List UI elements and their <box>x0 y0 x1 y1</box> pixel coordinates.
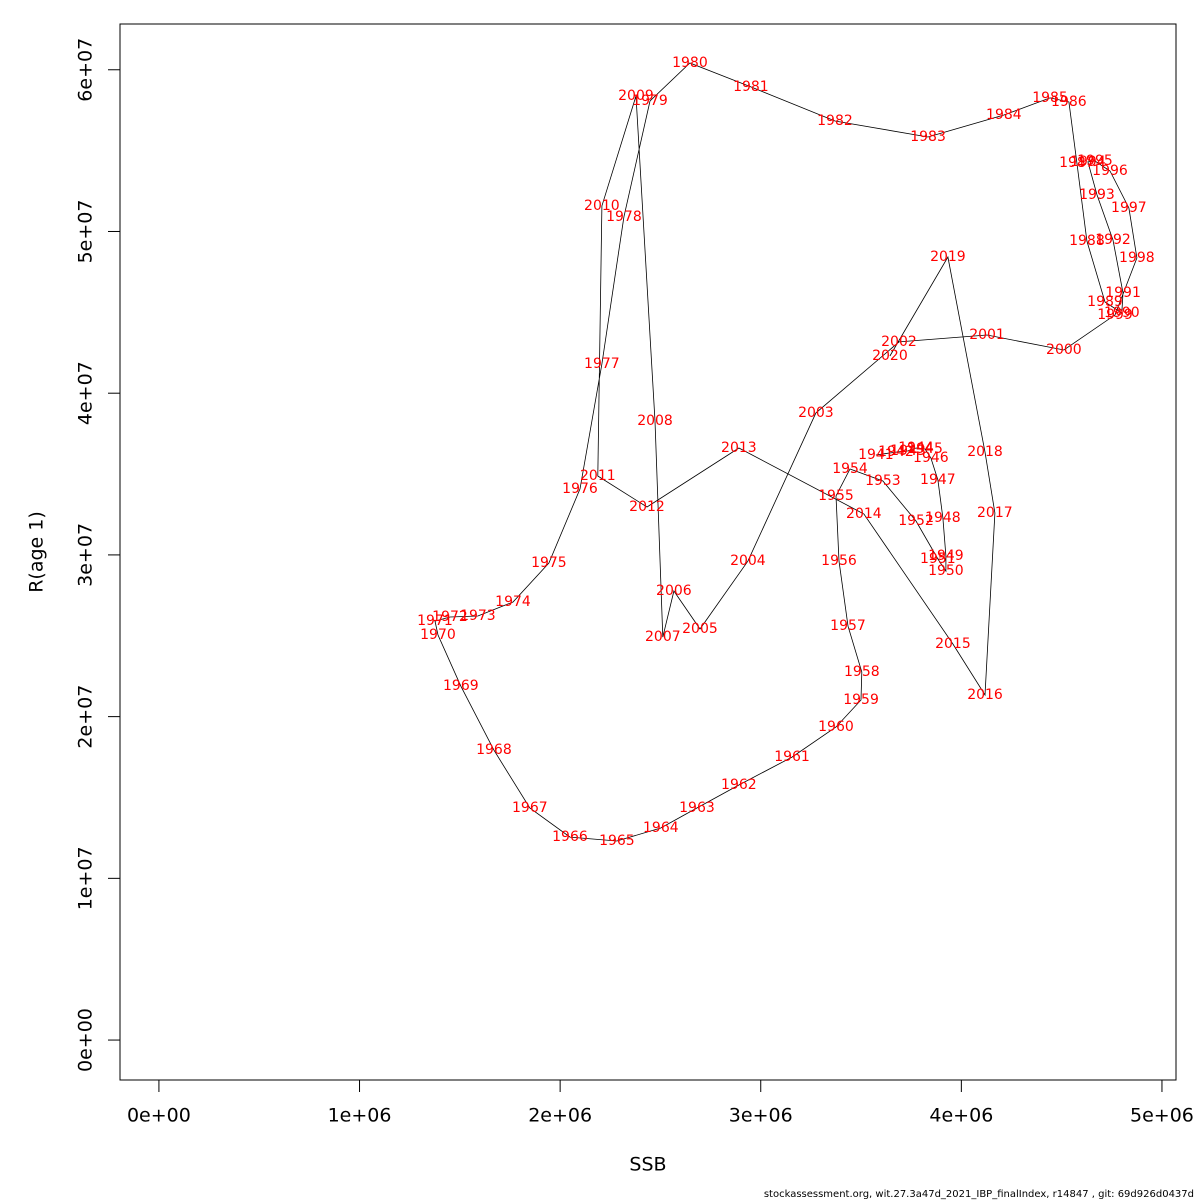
y-tick-label: 4e+07 <box>75 361 97 425</box>
year-label: 1984 <box>986 107 1022 123</box>
year-label: 1951 <box>920 551 956 567</box>
year-label: 2018 <box>967 444 1003 460</box>
year-label: 1945 <box>907 441 943 457</box>
year-label: 1997 <box>1111 200 1147 216</box>
year-label: 1952 <box>898 513 934 529</box>
year-label: 1958 <box>844 664 880 680</box>
year-label: 1961 <box>774 749 810 765</box>
trajectory-line <box>434 62 1138 842</box>
y-tick-label: 6e+07 <box>75 38 97 102</box>
year-label: 2011 <box>580 468 616 484</box>
y-tick-label: 0e+00 <box>75 1008 97 1072</box>
x-tick-label: 2e+06 <box>528 1105 592 1127</box>
year-label: 2010 <box>584 198 620 214</box>
x-tick-label: 1e+06 <box>328 1105 392 1127</box>
year-label: 1962 <box>721 777 757 793</box>
year-label: 1995 <box>1077 153 1113 169</box>
year-label: 2000 <box>1046 342 1082 358</box>
year-label: 1976 <box>562 481 598 497</box>
year-label: 1973 <box>460 608 496 624</box>
year-label: 2005 <box>682 621 718 637</box>
year-label: 1968 <box>476 742 512 758</box>
year-label: 1981 <box>733 79 769 95</box>
year-label: 1946 <box>913 450 949 466</box>
x-tick-label: 4e+06 <box>929 1105 993 1127</box>
year-label: 1988 <box>1069 233 1105 249</box>
year-label: 1991 <box>1105 285 1141 301</box>
x-tick-label: 0e+00 <box>127 1105 191 1127</box>
year-label: 1953 <box>865 473 901 489</box>
year-label: 1998 <box>1119 250 1155 266</box>
year-label: 1996 <box>1092 163 1128 179</box>
year-label: 2008 <box>637 413 673 429</box>
year-label: 1983 <box>910 129 946 145</box>
year-label: 1977 <box>584 356 620 372</box>
year-label: 1979 <box>632 93 668 109</box>
year-label: 1947 <box>920 472 956 488</box>
year-label: 2012 <box>629 499 665 515</box>
year-label: 1967 <box>512 800 548 816</box>
year-label: 2009 <box>618 88 654 104</box>
year-label: 2004 <box>730 553 766 569</box>
year-label: 1969 <box>443 678 479 694</box>
year-label: 1990 <box>1104 305 1140 321</box>
year-label: 1942 <box>878 444 914 460</box>
year-label: 1986 <box>1051 94 1087 110</box>
year-label: 2003 <box>798 405 834 421</box>
year-label: 1989 <box>1087 294 1123 310</box>
year-label: 1971 <box>417 613 453 629</box>
year-label: 1963 <box>679 800 715 816</box>
x-axis-title: SSB <box>629 1154 666 1176</box>
year-label: 1987 <box>1059 155 1095 171</box>
y-axis-title: R(age 1) <box>26 511 48 593</box>
year-label: 2020 <box>872 348 908 364</box>
year-label: 1960 <box>818 719 854 735</box>
year-label: 1948 <box>925 510 961 526</box>
x-tick-label: 5e+06 <box>1130 1105 1194 1127</box>
year-label: 1980 <box>672 55 708 71</box>
year-label: 1964 <box>643 820 679 836</box>
year-label: 2017 <box>977 505 1013 521</box>
y-tick-label: 2e+07 <box>75 685 97 749</box>
year-label: 2015 <box>935 636 971 652</box>
year-label: 1956 <box>821 553 857 569</box>
year-label: 1943 <box>890 443 926 459</box>
year-label: 1972 <box>432 609 468 625</box>
year-label: 1994 <box>1070 154 1106 170</box>
year-label: 1993 <box>1079 187 1115 203</box>
year-label: 2013 <box>721 440 757 456</box>
year-label: 2006 <box>656 583 692 599</box>
year-label: 1949 <box>928 548 964 564</box>
year-label: 1954 <box>832 461 868 477</box>
year-label: 2007 <box>645 629 681 645</box>
year-label: 1970 <box>420 627 456 643</box>
year-label: 1978 <box>606 209 642 225</box>
year-label: 1974 <box>495 594 531 610</box>
year-label: 2016 <box>967 687 1003 703</box>
y-tick-label: 5e+07 <box>75 200 97 264</box>
year-label: 1959 <box>843 692 879 708</box>
year-label: 1957 <box>830 618 866 634</box>
year-label: 2002 <box>881 334 917 350</box>
year-label: 2019 <box>930 249 966 265</box>
year-label: 1944 <box>898 440 934 456</box>
year-label: 1999 <box>1097 307 1133 323</box>
year-label: 1975 <box>531 555 567 571</box>
footer: stockassessment.org, wit.27.3a47d_2021_I… <box>764 1189 1194 1200</box>
year-label: 2014 <box>846 506 882 522</box>
year-label: 1941 <box>858 447 894 463</box>
year-label: 1950 <box>928 563 964 579</box>
y-tick-label: 3e+07 <box>75 523 97 587</box>
year-label: 1982 <box>817 113 853 129</box>
y-tick-label: 1e+07 <box>75 846 97 910</box>
year-label: 2001 <box>969 327 1005 343</box>
x-tick-label: 3e+06 <box>729 1105 793 1127</box>
year-label: 1985 <box>1032 90 1068 106</box>
year-label: 1966 <box>552 829 588 845</box>
year-label: 1955 <box>818 488 854 504</box>
year-label: 1992 <box>1095 232 1131 248</box>
plot-frame <box>119 23 1177 1081</box>
year-label: 1965 <box>599 833 635 849</box>
